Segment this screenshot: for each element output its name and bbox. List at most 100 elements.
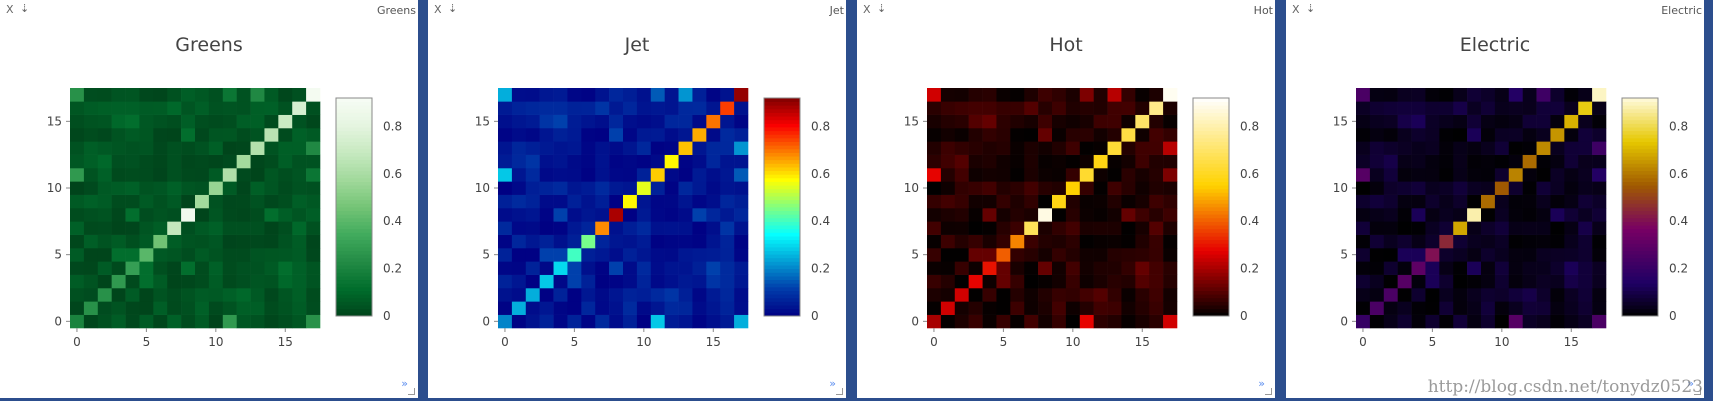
heatmap-cell[interactable] [1121,88,1136,102]
heatmap-cell[interactable] [208,168,224,182]
heatmap-cell[interactable] [664,88,679,102]
heatmap-cell[interactable] [650,141,665,155]
heatmap-cell[interactable] [1052,128,1067,142]
heatmap-cell[interactable] [1439,114,1454,129]
pin-icon[interactable]: ⇣ [448,2,458,15]
heatmap-cell[interactable] [1093,181,1108,195]
heatmap-cell[interactable] [996,261,1011,275]
heatmap-cell[interactable] [236,288,251,302]
heatmap-cell[interactable] [83,168,99,182]
heatmap-cell[interactable] [1149,101,1164,115]
heatmap-cell[interactable] [250,154,265,169]
heatmap-cell[interactable] [1453,154,1468,169]
heatmap-cell[interactable] [1494,141,1510,155]
heatmap-cell[interactable] [1411,154,1426,169]
heatmap-cell[interactable] [650,88,665,102]
heatmap-cell[interactable] [1411,128,1426,142]
heatmap-cell[interactable] [1536,234,1551,249]
heatmap-cell[interactable] [208,194,224,209]
heatmap-cell[interactable] [1453,261,1468,275]
heatmap-cell[interactable] [927,154,942,169]
heatmap-cell[interactable] [1135,181,1150,195]
heatmap-cell[interactable] [264,114,279,129]
heatmap-cell[interactable] [1592,88,1607,102]
heatmap-cell[interactable] [1536,128,1551,142]
heatmap-cell[interactable] [278,208,293,222]
heatmap-cell[interactable] [111,221,126,235]
heatmap-cell[interactable] [567,221,582,235]
heatmap-cell[interactable] [195,234,210,249]
heatmap-cell[interactable] [139,274,154,289]
heatmap-cell[interactable] [125,274,140,289]
heatmap-cell[interactable] [720,261,735,275]
heatmap-cell[interactable] [678,141,693,155]
heatmap-cell[interactable] [1508,261,1523,275]
heatmap-cell[interactable] [706,168,721,182]
heatmap-cell[interactable] [306,101,321,115]
heatmap-cell[interactable] [153,301,168,315]
heatmap-cell[interactable] [692,274,707,289]
heatmap-cell[interactable] [1038,301,1053,315]
heatmap-cell[interactable] [1453,168,1468,182]
heatmap-cell[interactable] [734,208,749,222]
heatmap-cell[interactable] [1439,274,1454,289]
heatmap-cell[interactable] [539,114,554,129]
heatmap-cell[interactable] [539,274,554,289]
heatmap-cell[interactable] [1494,208,1510,222]
heatmap-cell[interactable] [539,181,554,195]
heatmap-cell[interactable] [208,114,224,129]
heatmap-cell[interactable] [306,314,321,329]
heatmap-cell[interactable] [1522,128,1537,142]
heatmap-cell[interactable] [595,208,610,222]
heatmap-cell[interactable] [595,221,610,235]
heatmap-cell[interactable] [1550,234,1565,249]
heatmap-cell[interactable] [97,101,112,115]
heatmap-cell[interactable] [306,234,321,249]
heatmap-cell[interactable] [940,248,956,262]
heatmap-cell[interactable] [511,274,527,289]
heatmap-cell[interactable] [1010,221,1025,235]
heatmap-cell[interactable] [236,141,251,155]
heatmap-cell[interactable] [595,128,610,142]
heatmap-cell[interactable] [1578,274,1593,289]
heatmap-cell[interactable] [70,141,85,155]
heatmap-cell[interactable] [706,154,721,169]
heatmap-cell[interactable] [692,221,707,235]
heatmap-cell[interactable] [511,194,527,209]
heatmap-cell[interactable] [1564,274,1579,289]
heatmap-cell[interactable] [595,234,610,249]
heatmap-cell[interactable] [1163,221,1178,235]
heatmap-cell[interactable] [706,114,721,129]
heatmap-cell[interactable] [278,234,293,249]
heatmap-cell[interactable] [1481,101,1496,115]
heatmap-cell[interactable] [636,274,652,289]
heatmap-cell[interactable] [609,314,624,329]
close-icon[interactable]: X [1292,3,1300,16]
heatmap-cell[interactable] [167,141,182,155]
heatmap-cell[interactable] [195,261,210,275]
heatmap-cell[interactable] [1508,128,1523,142]
heatmap-cell[interactable] [1093,261,1108,275]
heatmap-cell[interactable] [292,128,307,142]
heatmap-cell[interactable] [1592,208,1607,222]
heatmap-cell[interactable] [623,181,638,195]
heatmap-cell[interactable] [553,168,568,182]
heatmap-cell[interactable] [1369,248,1385,262]
heatmap-cell[interactable] [1508,114,1523,129]
heatmap-cell[interactable] [1592,168,1607,182]
heatmap-cell[interactable] [927,194,942,209]
heatmap-cell[interactable] [181,234,196,249]
heatmap-cell[interactable] [1564,141,1579,155]
heatmap-cell[interactable] [1135,261,1150,275]
heatmap-cell[interactable] [1578,288,1593,302]
heatmap-cell[interactable] [208,88,224,102]
heatmap-cell[interactable] [278,194,293,209]
heatmap-cell[interactable] [236,114,251,129]
heatmap-cell[interactable] [1356,194,1371,209]
heatmap-cell[interactable] [940,128,956,142]
heatmap-cell[interactable] [1383,314,1398,329]
heatmap-cell[interactable] [1121,261,1136,275]
heatmap-cell[interactable] [525,274,540,289]
heatmap-cell[interactable] [1369,314,1385,329]
heatmap-cell[interactable] [996,101,1011,115]
